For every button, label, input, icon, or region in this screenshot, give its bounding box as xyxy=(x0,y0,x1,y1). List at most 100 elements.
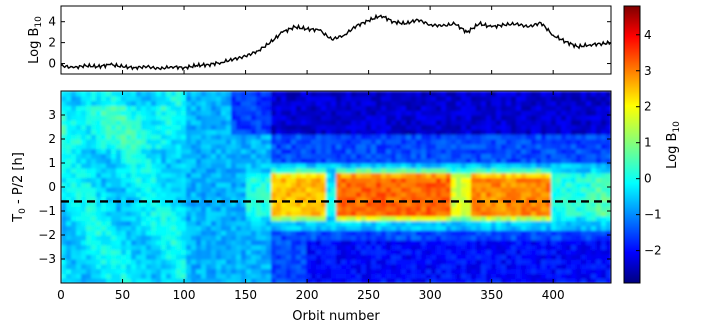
heatmap-cell xyxy=(531,201,537,207)
heatmap-cell xyxy=(126,119,132,126)
heatmap-cell xyxy=(151,249,157,255)
heatmap-cell xyxy=(581,206,587,212)
heatmap-cell xyxy=(551,215,557,222)
heatmap-cell xyxy=(401,182,407,188)
heatmap-cell xyxy=(321,110,327,116)
heatmap-cell xyxy=(251,201,257,207)
heatmap-cell xyxy=(396,91,402,97)
heatmap-cell xyxy=(376,172,382,178)
heatmap-cell xyxy=(216,167,222,174)
heatmap-cell xyxy=(596,278,602,283)
heatmap-cell xyxy=(196,273,202,279)
heatmap-cell xyxy=(441,244,447,250)
heatmap-cell xyxy=(81,254,87,260)
heatmap-cell xyxy=(141,225,147,231)
heatmap-cell xyxy=(296,100,302,106)
heatmap-cell xyxy=(121,268,127,274)
heatmap-cell xyxy=(296,134,302,140)
heatmap-cell xyxy=(211,129,217,135)
heatmap-cell xyxy=(151,259,157,265)
heatmap-cell xyxy=(271,187,277,193)
heatmap-cell xyxy=(391,249,397,255)
heatmap-cell xyxy=(531,230,537,236)
heatmap-cell xyxy=(241,273,247,279)
heatmap-cell xyxy=(576,244,582,250)
heatmap-cell xyxy=(111,177,117,183)
heatmap-cell xyxy=(531,254,537,260)
heatmap-cell xyxy=(331,172,337,178)
heatmap-cell xyxy=(156,129,162,135)
heatmap-cell xyxy=(286,182,292,188)
heatmap-cell xyxy=(511,254,517,260)
heatmap-cell xyxy=(436,278,442,283)
heatmap-cell xyxy=(606,139,611,145)
heatmap-cell xyxy=(476,259,482,265)
heatmap-cell xyxy=(351,268,357,274)
heatmap-cell xyxy=(226,182,232,188)
heatmap-cell xyxy=(411,172,417,178)
heatmap-cell xyxy=(481,110,487,116)
heatmap-cell xyxy=(306,244,312,250)
heatmap-cell xyxy=(596,105,602,111)
heatmap-cell xyxy=(336,244,342,250)
heatmap-cell xyxy=(256,129,262,135)
heatmap-cell xyxy=(71,115,77,121)
heatmap-cell xyxy=(426,211,432,217)
heatmap-cell xyxy=(411,153,417,159)
heatmap-cell xyxy=(336,119,342,126)
heatmap-cell xyxy=(261,211,267,217)
heatmap-cell xyxy=(261,124,267,130)
heatmap-cell xyxy=(256,143,262,150)
heatmap-cell xyxy=(361,239,367,246)
heatmap-cell xyxy=(341,177,347,183)
heatmap-cell xyxy=(401,163,407,169)
heatmap-cell xyxy=(216,244,222,250)
heatmap-cell xyxy=(326,153,332,159)
heatmap-cell xyxy=(151,268,157,274)
heatmap-cell xyxy=(331,143,337,150)
heatmap-cell xyxy=(291,225,297,231)
heatmap-cell xyxy=(511,148,517,154)
heatmap-cell xyxy=(501,177,507,183)
heatmap-cell xyxy=(326,259,332,265)
heatmap-cell xyxy=(346,153,352,159)
heatmap-cell xyxy=(341,119,347,126)
heatmap-cell xyxy=(386,196,392,202)
heatmap-cell xyxy=(516,196,522,202)
heatmap-cell xyxy=(276,187,282,193)
heatmap-cell xyxy=(536,273,542,279)
heatmap-cell xyxy=(381,105,387,111)
heatmap-cell xyxy=(496,191,502,198)
heatmap-cell xyxy=(91,211,97,217)
heatmap-cell xyxy=(106,158,112,164)
heatmap-cell xyxy=(226,187,232,193)
heatmap-cell xyxy=(301,100,307,106)
heatmap-cell xyxy=(91,139,97,145)
heatmap-cell xyxy=(371,148,377,154)
heatmap-cell xyxy=(256,105,262,111)
heatmap-cell xyxy=(386,239,392,246)
heatmap-cell xyxy=(481,115,487,121)
heatmap-cell xyxy=(511,124,517,130)
heatmap-cell xyxy=(366,172,372,178)
heatmap-cell xyxy=(181,158,187,164)
heatmap-cell xyxy=(326,110,332,116)
heatmap-cell xyxy=(531,196,537,202)
heatmap-cell xyxy=(371,235,377,241)
heatmap-cell xyxy=(451,191,457,198)
heatmap-cell xyxy=(551,259,557,265)
heatmap-cell xyxy=(431,153,437,159)
heatmap-cell xyxy=(486,187,492,193)
heatmap-cell xyxy=(161,278,167,283)
heatmap-cell xyxy=(591,196,597,202)
heatmap-cell xyxy=(421,129,427,135)
heatmap-cell xyxy=(246,211,252,217)
heatmap-cell xyxy=(156,191,162,198)
heatmap-cell xyxy=(466,177,472,183)
heatmap-cell xyxy=(306,201,312,207)
heatmap-cell xyxy=(241,211,247,217)
heatmap-cell xyxy=(441,230,447,236)
heatmap-cell xyxy=(106,215,112,222)
heatmap-cell xyxy=(101,163,107,169)
heatmap-cell xyxy=(81,167,87,174)
